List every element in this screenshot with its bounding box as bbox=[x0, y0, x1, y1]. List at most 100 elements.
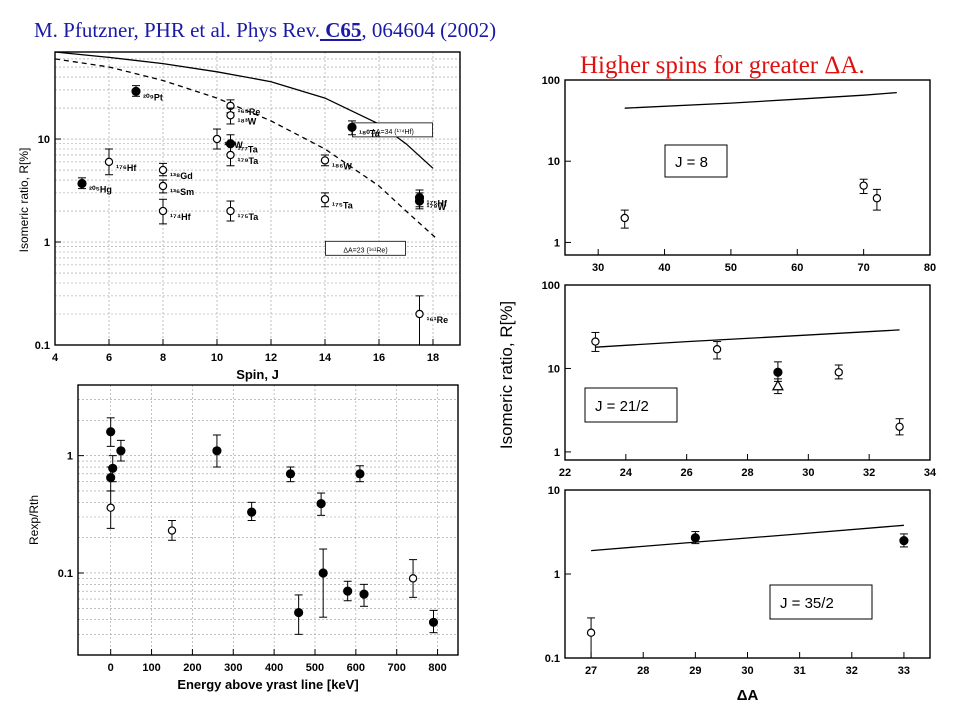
y-tick-label: 1 bbox=[554, 569, 560, 581]
data-point bbox=[320, 195, 330, 204]
legend-label: J = 21/2 bbox=[595, 398, 649, 415]
data-point bbox=[895, 422, 904, 431]
x-tick-label: 30 bbox=[741, 665, 753, 677]
x-tick-label: 24 bbox=[620, 467, 633, 479]
chart-dA_J8: 30 40 50 60 70 80 1 10 100 J = 8 bbox=[542, 75, 936, 274]
data-point bbox=[158, 165, 168, 175]
point-label: ¹⁷⁵Hf bbox=[427, 199, 448, 209]
data-point bbox=[712, 345, 722, 354]
x-tick-label: 0 bbox=[108, 662, 114, 674]
point-label: ¹⁷⁵Ta bbox=[238, 212, 260, 222]
point-label: ¹⁷⁴Hf bbox=[170, 212, 192, 222]
x-tick-label: 600 bbox=[347, 662, 365, 674]
point-label: ¹⁸⁶W bbox=[332, 161, 352, 171]
x-tick-label: 200 bbox=[183, 662, 201, 674]
y-tick-label: 1 bbox=[554, 237, 560, 249]
data-point bbox=[158, 206, 168, 216]
data-point bbox=[158, 181, 168, 191]
data-point bbox=[771, 379, 784, 391]
x-tick-label: 34 bbox=[924, 467, 937, 479]
x-tick-label: 32 bbox=[863, 467, 875, 479]
y-tick-label: 0.1 bbox=[35, 340, 50, 352]
legend-box bbox=[664, 144, 728, 178]
x-tick-label: 60 bbox=[791, 262, 803, 274]
x-tick-label: 8 bbox=[160, 352, 166, 364]
data-point bbox=[108, 463, 118, 473]
data-point bbox=[773, 367, 783, 377]
point-label: ¹⁸⁰Ta bbox=[359, 128, 381, 138]
y-tick-label: 100 bbox=[542, 280, 560, 292]
data-point bbox=[872, 194, 882, 203]
x-tick-label: 28 bbox=[637, 665, 649, 677]
chart-energy: 0 100 200 300 400 500 600 700 800 0.1 1 Energy abov… bbox=[27, 384, 459, 692]
data-point bbox=[131, 86, 141, 97]
data-point bbox=[859, 181, 868, 190]
x-tick-label: 300 bbox=[224, 662, 242, 674]
annotation-label: ΔA=23 (¹⁶¹Re) bbox=[343, 247, 387, 254]
data-point bbox=[212, 134, 222, 144]
solid-curve bbox=[595, 329, 900, 348]
plot-frame bbox=[77, 384, 459, 656]
data-point bbox=[116, 446, 126, 456]
x-tick-label: 800 bbox=[428, 662, 446, 674]
x-tick-label: 32 bbox=[846, 665, 858, 677]
data-point bbox=[167, 526, 177, 535]
legend-box bbox=[584, 387, 678, 423]
data-point bbox=[247, 507, 257, 517]
y-tick-label: 10 bbox=[548, 156, 560, 168]
reference-citation: M. Pfutzner, PHR et al. Phys Rev. C65, 0… bbox=[34, 18, 496, 43]
legend-label: J = 35/2 bbox=[780, 595, 834, 612]
x-tick-label: 12 bbox=[265, 352, 277, 364]
x-tick-label: 700 bbox=[388, 662, 406, 674]
data-point bbox=[106, 503, 115, 512]
x-tick-label: 100 bbox=[142, 662, 160, 674]
reference-prefix: M. Pfutzner, PHR et al. Phys Rev. bbox=[34, 18, 320, 42]
x-tick-label: 29 bbox=[689, 665, 701, 677]
point-label: ¹⁷⁵Ta bbox=[332, 200, 354, 210]
x-tick-label: 400 bbox=[265, 662, 283, 674]
y-tick-label: 100 bbox=[542, 75, 560, 87]
x-tick-label: 30 bbox=[802, 467, 814, 479]
data-point bbox=[415, 309, 424, 319]
y-tick-label: 10 bbox=[548, 485, 560, 497]
dashed-curve bbox=[54, 58, 437, 239]
y-tick-label: 0.1 bbox=[545, 653, 560, 665]
annotation-box bbox=[325, 240, 406, 256]
x-tick-label: 27 bbox=[585, 665, 597, 677]
x-tick-label: 28 bbox=[741, 467, 753, 479]
x-axis-label: ΔA bbox=[737, 687, 759, 704]
y-tick-label: 10 bbox=[548, 363, 560, 375]
x-tick-label: 70 bbox=[858, 262, 870, 274]
x-tick-label: 30 bbox=[592, 262, 604, 274]
y-axis-label: Isomeric ratio, R[%] bbox=[497, 301, 516, 449]
data-point bbox=[834, 368, 843, 377]
x-tick-label: 16 bbox=[373, 352, 385, 364]
data-point bbox=[226, 111, 235, 120]
solid-curve bbox=[624, 91, 897, 109]
y-tick-label: 10 bbox=[38, 134, 50, 146]
y-axis-label: Isomeric ratio, R[%] bbox=[17, 148, 31, 253]
point-label: ¹⁷⁹W bbox=[427, 202, 447, 212]
y-tick-label: 1 bbox=[44, 237, 50, 249]
point-label: ¹⁷⁷Ta bbox=[238, 145, 259, 155]
legend-box bbox=[769, 584, 873, 620]
point-label: ¹⁶¹Re bbox=[427, 315, 449, 325]
plot-frame bbox=[564, 284, 931, 461]
x-tick-label: 26 bbox=[681, 467, 693, 479]
point-label: ¹⁷⁶Hf bbox=[116, 163, 137, 173]
x-axis-label: Spin, J bbox=[236, 367, 279, 382]
data-point bbox=[285, 469, 296, 479]
x-tick-label: 500 bbox=[306, 662, 324, 674]
data-point bbox=[355, 469, 365, 479]
x-tick-label: 14 bbox=[319, 352, 332, 364]
data-point bbox=[226, 150, 235, 160]
x-tick-label: 40 bbox=[658, 262, 670, 274]
point-label: ²⁰⁵Hg bbox=[89, 185, 112, 195]
data-point bbox=[620, 213, 629, 223]
data-point bbox=[77, 178, 87, 189]
x-tick-label: 10 bbox=[211, 352, 223, 364]
plot-frame bbox=[564, 79, 931, 256]
data-point bbox=[226, 206, 235, 216]
point-label: ¹³⁶Sm bbox=[170, 187, 194, 197]
